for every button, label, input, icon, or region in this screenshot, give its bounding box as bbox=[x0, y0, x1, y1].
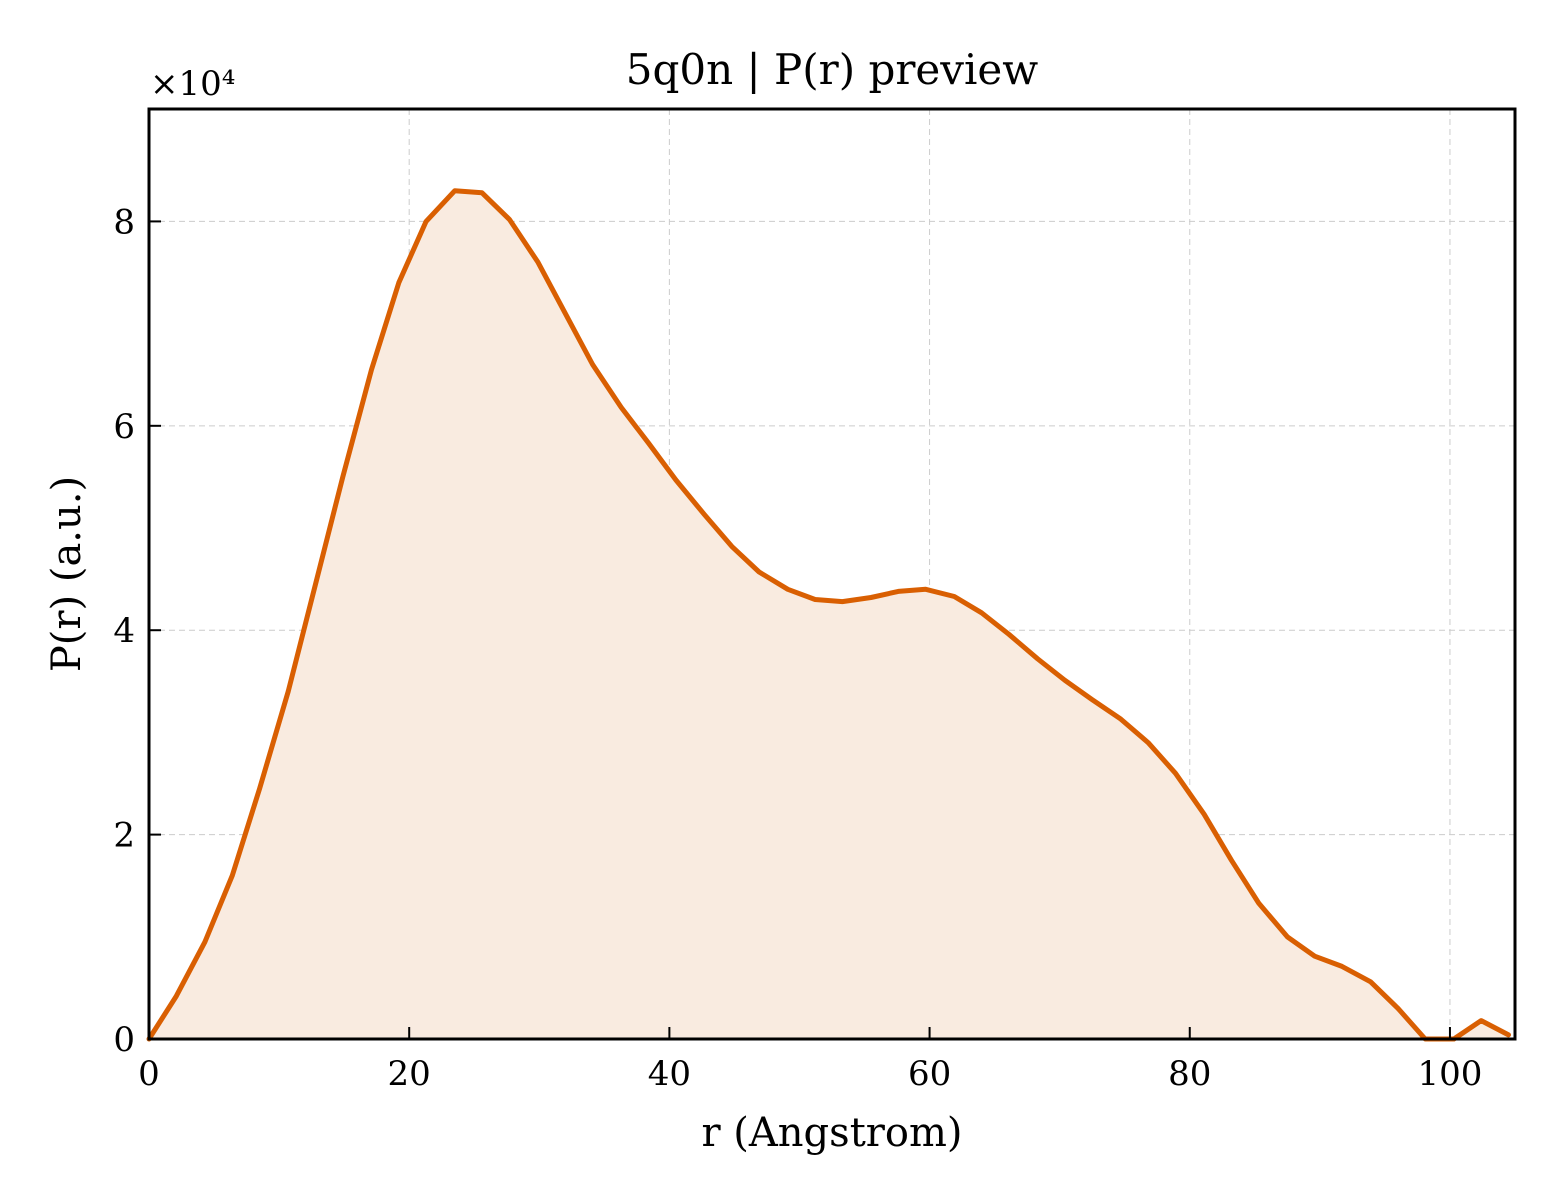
plot-frame bbox=[147, 107, 1517, 1041]
y-tick-label: 0 bbox=[113, 1020, 135, 1060]
x-tick-label: 80 bbox=[1168, 1054, 1211, 1094]
area-fill bbox=[149, 190, 1509, 1040]
y-multiplier-label: ×10⁴ bbox=[150, 64, 235, 104]
x-tick-label: 40 bbox=[648, 1054, 691, 1094]
x-tick-label: 60 bbox=[908, 1054, 951, 1094]
y-tick-label: 2 bbox=[113, 816, 135, 856]
x-tick-label: 100 bbox=[1417, 1054, 1482, 1094]
y-tick-label: 6 bbox=[113, 407, 135, 447]
x-axis-label: r (Angstrom) bbox=[701, 1110, 962, 1156]
x-tick-label: 20 bbox=[388, 1054, 431, 1094]
x-tick-label: 0 bbox=[138, 1054, 160, 1094]
y-tick-label: 4 bbox=[113, 611, 135, 651]
y-axis-label: P(r) (a.u.) bbox=[44, 476, 90, 672]
y-tick-label: 8 bbox=[113, 202, 135, 242]
series-line bbox=[146, 188, 1511, 1042]
axis-ticks: 0 20 40 60 80 100 0 2 4 6 8 bbox=[113, 202, 1482, 1094]
chart-title: 5q0n | P(r) preview bbox=[626, 45, 1039, 94]
